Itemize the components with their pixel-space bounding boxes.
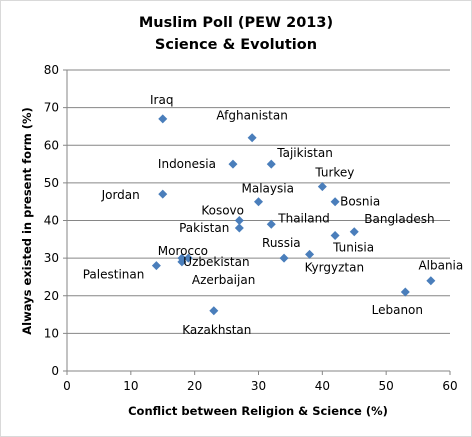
gridlines — [67, 69, 450, 334]
x-axis-title: Conflict between Religion & Science (%) — [128, 404, 388, 418]
point-label-thailand: Thailand — [277, 211, 330, 225]
y-tick-label: 70 — [44, 101, 59, 115]
point-label-uzbekistan: Uzbekistan — [183, 255, 249, 269]
data-point-jordan — [158, 189, 168, 199]
point-label-pakistan: Pakistan — [179, 221, 229, 235]
point-label-jordan: Jordan — [101, 188, 140, 202]
x-tick-label: 20 — [187, 379, 202, 393]
y-tick-label: 10 — [44, 326, 59, 340]
data-point-iraq — [158, 114, 168, 124]
data-point-azerbaijan — [177, 257, 187, 267]
data-point-russia — [279, 253, 289, 263]
chart-subtitle: Science & Evolution — [155, 37, 317, 53]
data-point-kazakhstan — [209, 306, 219, 316]
y-tick-label: 20 — [44, 289, 59, 303]
data-point-indonesia — [228, 159, 238, 169]
data-point-lebanon — [400, 287, 410, 297]
y-tick-label: 0 — [51, 364, 59, 378]
data-point-kosovo — [234, 216, 244, 225]
point-labels: Iraq Afghanistan Indonesia Tajikistan Jordan… — [83, 93, 464, 337]
data-point-albania — [426, 276, 436, 286]
point-label-albania: Albania — [418, 259, 463, 273]
data-point-bangladesh — [349, 227, 359, 237]
point-label-bangladesh: Bangladesh — [364, 212, 434, 226]
point-label-morocco: Morocco — [158, 244, 208, 258]
point-label-malaysia: Malaysia — [242, 182, 294, 196]
y-tick-label: 80 — [44, 63, 59, 77]
point-label-palestinan: Palestinan — [83, 268, 145, 282]
x-tick-label: 40 — [315, 379, 330, 393]
point-label-kyrgyztan: Kyrgyztan — [305, 260, 365, 274]
data-point-afghanistan — [247, 133, 257, 143]
point-label-kosovo: Kosovo — [201, 204, 244, 218]
y-tick-label: 30 — [44, 251, 59, 265]
axes — [63, 69, 451, 375]
point-label-afghanistan: Afghanistan — [216, 109, 287, 123]
point-label-azerbaijan: Azerbaijan — [192, 273, 255, 287]
point-label-bosnia: Bosnia — [340, 195, 380, 209]
data-point-uzbekistan — [183, 253, 193, 263]
data-point-turkey — [317, 182, 327, 192]
x-tick-label: 30 — [251, 379, 266, 393]
x-tick-label: 60 — [442, 379, 457, 393]
point-label-turkey: Turkey — [314, 166, 354, 180]
point-label-indonesia: Indonesia — [158, 157, 216, 171]
data-point-thailand — [266, 219, 276, 229]
x-tick-label: 10 — [123, 379, 138, 393]
point-label-tajikistan: Tajikistan — [276, 146, 333, 160]
data-point-bosnia — [330, 197, 340, 207]
data-point-tunisia — [330, 231, 340, 241]
data-point-kyrgyztan — [305, 249, 315, 259]
x-tick-label: 50 — [379, 379, 394, 393]
data-point-malaysia — [254, 197, 263, 207]
chart-title: Muslim Poll (PEW 2013) — [139, 15, 333, 31]
point-label-lebanon: Lebanon — [372, 303, 423, 317]
data-point-palestinan — [151, 261, 161, 271]
tick-labels: 0 10 20 30 40 50 60 70 80 0 10 20 30 40 50 60 — [44, 63, 458, 393]
data-points — [151, 114, 436, 316]
y-tick-label: 60 — [44, 138, 59, 152]
y-tick-label: 50 — [44, 176, 59, 190]
x-tick-label: 0 — [63, 379, 71, 393]
y-axis-title: Always existed in present form (%) — [20, 107, 34, 335]
point-label-russia: Russia — [262, 236, 301, 250]
data-point-tajikistan — [266, 159, 276, 169]
data-point-pakistan — [234, 223, 244, 233]
point-label-kazakhstan: Kazakhstan — [182, 323, 251, 337]
point-label-tunisia: Tunisia — [332, 241, 374, 255]
point-label-iraq: Iraq — [150, 93, 173, 107]
y-tick-label: 40 — [44, 214, 59, 228]
